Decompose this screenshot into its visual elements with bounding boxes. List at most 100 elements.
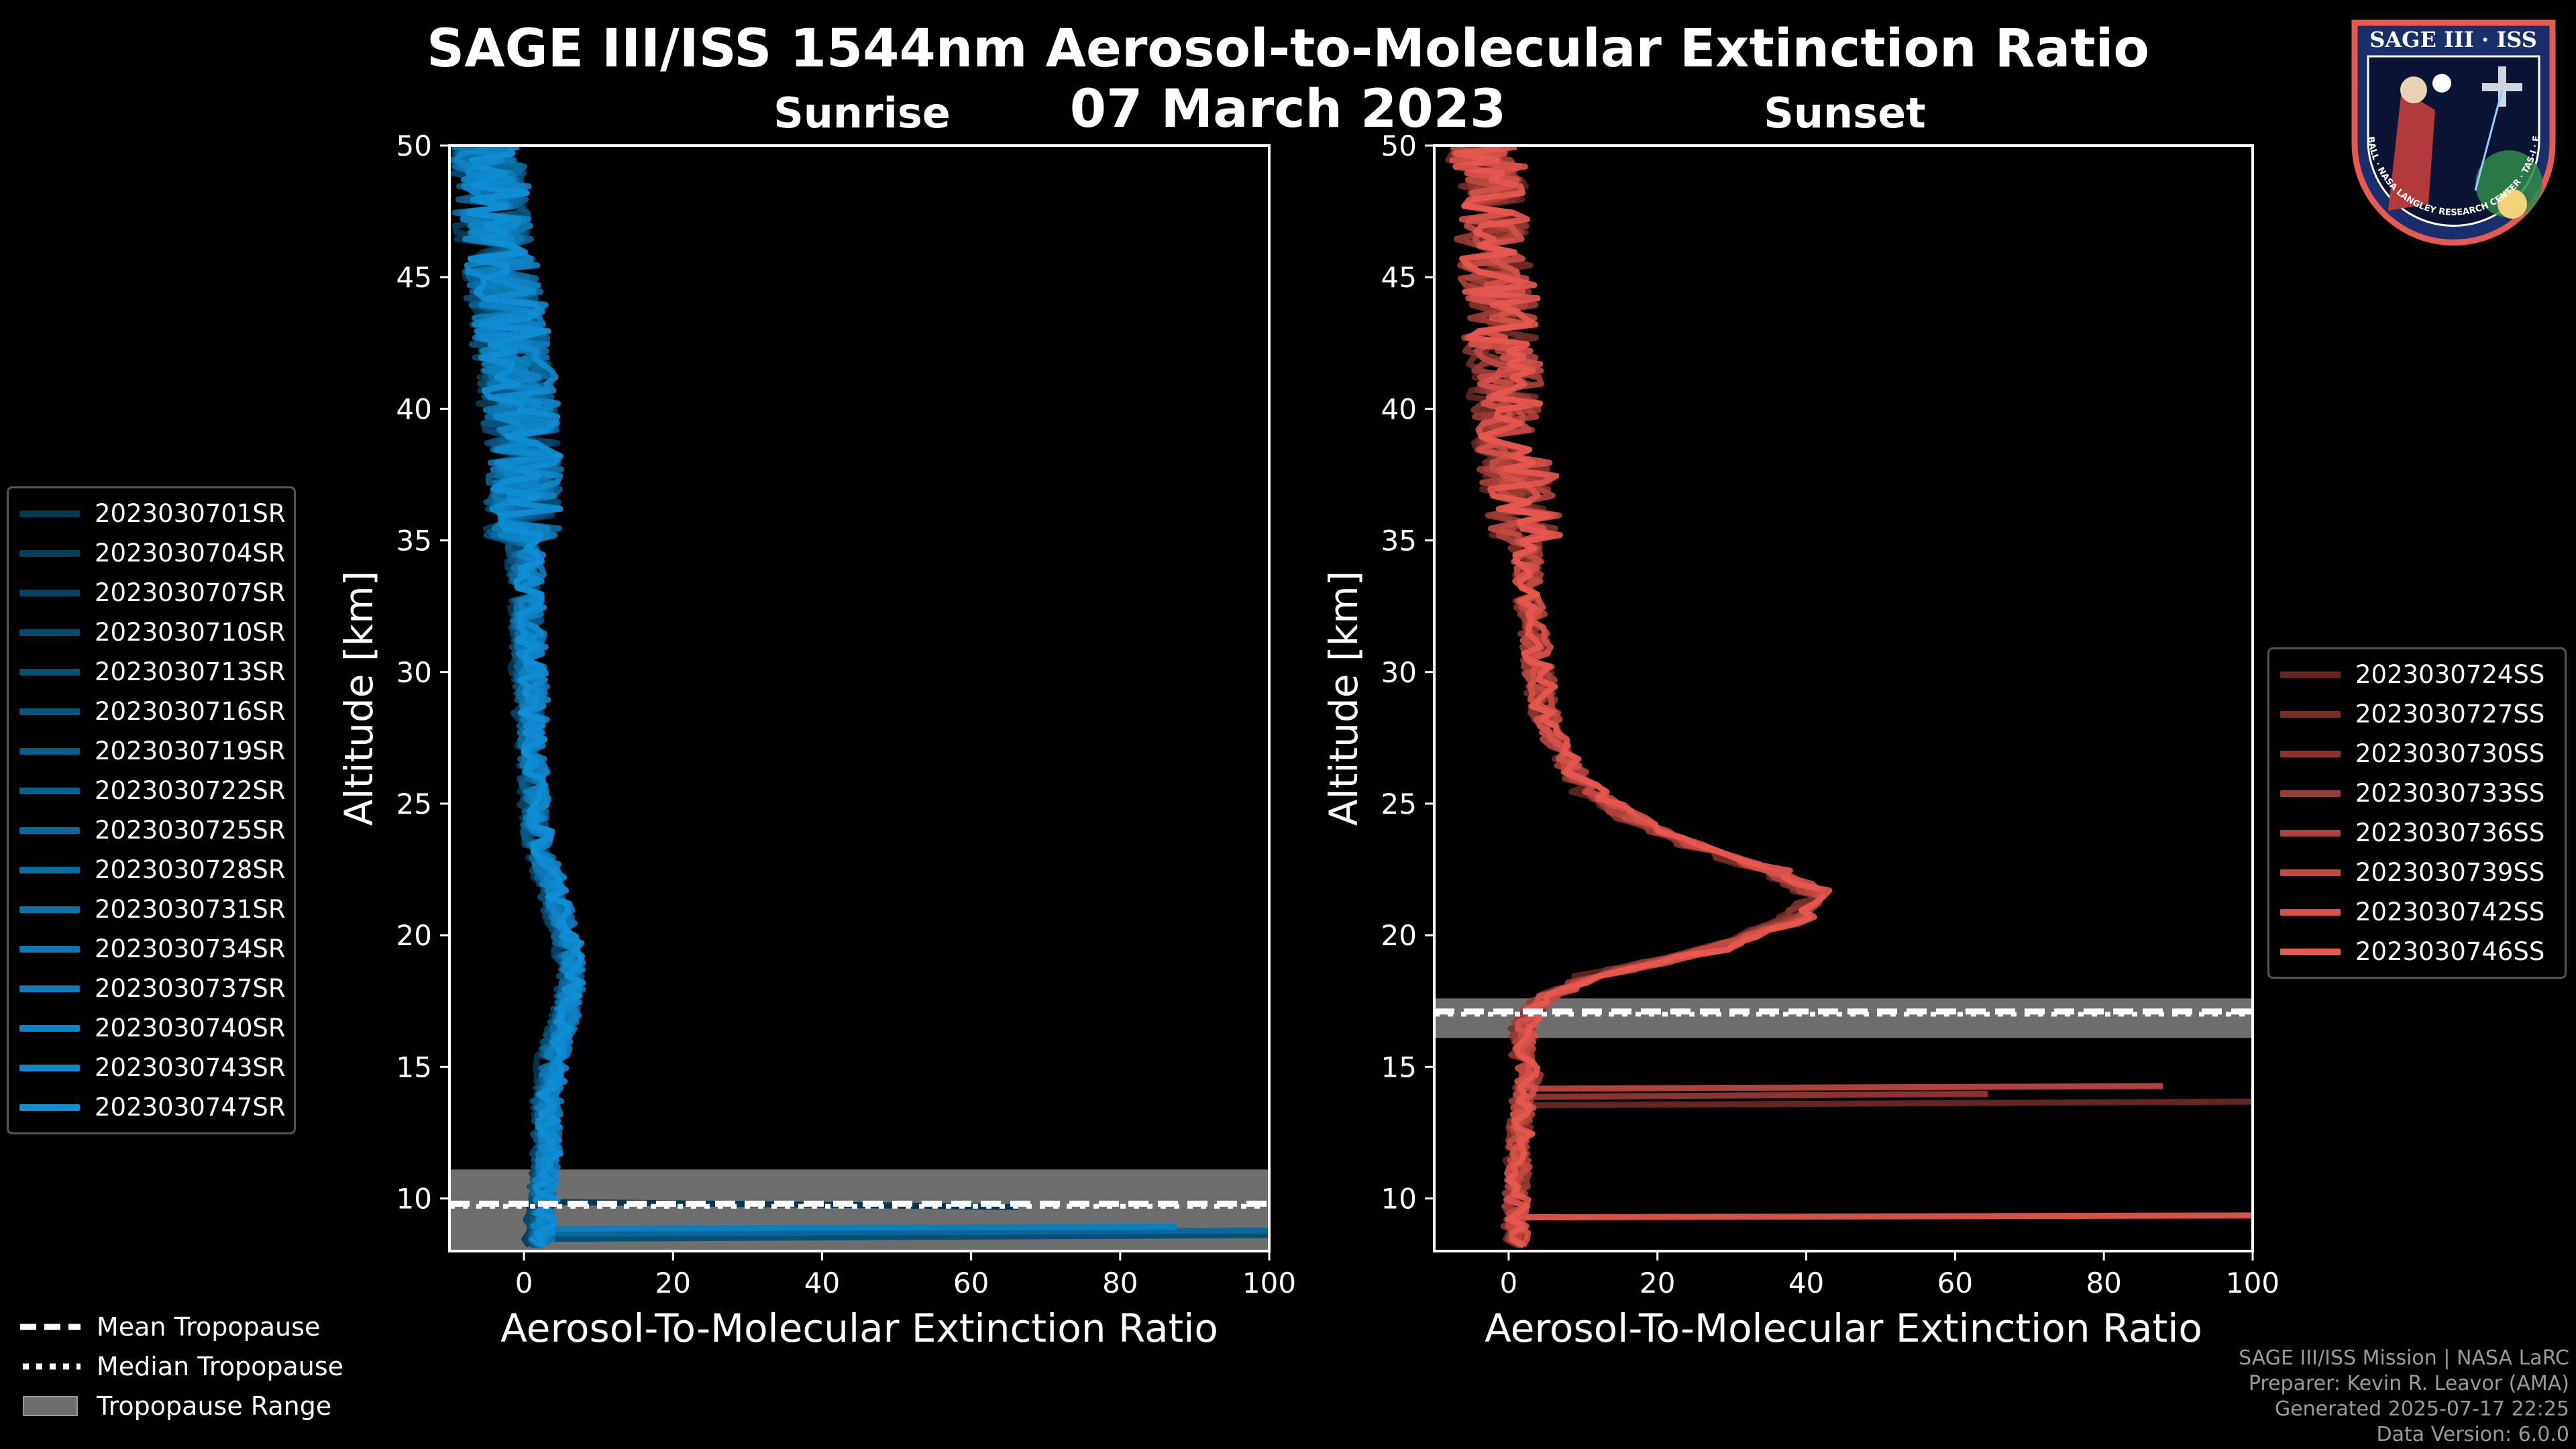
sunset-xtick-label: 20 [1640,1267,1675,1299]
legend-swatch [19,787,80,794]
sunrise-ytick-label: 10 [396,1183,432,1216]
legend-label: 2023030725SR [95,816,286,845]
profile-artifact-2023030724SS [1523,1098,2253,1109]
legend-median-label: Median Tropopause [97,1351,343,1381]
legend-label: 2023030701SR [95,499,286,528]
sunrise-ytick-label: 45 [396,261,432,294]
sunrise-xtick-label: 40 [804,1267,840,1299]
sunrise-ytick-label: 30 [396,656,432,689]
legend-swatch [2280,790,2341,797]
sunrise-plot: 0 20 40 60 80 100 10 15 20 25 30 35 40 45 50 Aerosol-To… [336,129,1296,1351]
legend-swatch [19,945,80,953]
dashed-line-icon [20,1324,80,1330]
legend-item-2023030716SR: 2023030716SR [9,692,294,731]
legend-item-2023030747SR: 2023030747SR [9,1087,294,1127]
legend-item-2023030731SR: 2023030731SR [9,890,294,929]
legend-swatch [19,708,80,715]
dotted-line-icon [23,1363,80,1369]
figure-date: 07 March 2023 [1069,79,1507,140]
legend-label: 2023030716SR [95,697,286,726]
legend-mean-tropopause: Mean Tropopause [20,1307,343,1346]
sunset-legend: 2023030724SS 2023030727SS 2023030730SS 2023… [2267,647,2567,979]
legend-swatch [19,906,80,913]
profile-2023030747SR [467,146,586,1247]
legend-swatch [19,589,80,596]
legend-label: 2023030728SR [95,855,286,884]
legend-item-2023030733SS: 2023030733SS [2269,773,2565,813]
legend-item-2023030740SR: 2023030740SR [9,1008,294,1048]
legend-swatch [2280,948,2341,955]
sunrise-ytick-label: 25 [396,788,432,820]
legend-label: 2023030739SS [2355,858,2545,887]
sunset-ytick-label: 15 [1381,1051,1417,1083]
legend-label: 2023030710SR [95,618,286,647]
legend-label: 2023030704SR [95,539,286,568]
sunrise-xtick-label: 20 [655,1267,691,1299]
legend-item-2023030739SS: 2023030739SS [2269,853,2565,892]
legend-swatch [19,629,80,636]
sunset-ytick-label: 40 [1381,392,1417,425]
sunset-panel-title: Sunset [1764,89,1926,138]
legend-swatch [19,1064,80,1071]
legend-label: 2023030733SS [2355,779,2545,808]
sunset-ytick-label: 30 [1381,656,1417,689]
sunset-ytick-label: 25 [1381,788,1417,820]
sunrise-xtick-label: 80 [1102,1267,1138,1299]
profile-2023030746SS [1452,146,1833,1249]
profile-artifact-2023030742SS [1523,1212,2253,1221]
legend-label: 2023030743SR [95,1053,286,1082]
legend-item-2023030710SR: 2023030710SR [9,612,294,652]
legend-item-2023030746SS: 2023030746SS [2269,932,2565,971]
legend-swatch [19,985,80,992]
legend-label: 2023030722SR [95,776,286,805]
legend-item-2023030742SS: 2023030742SS [2269,892,2565,932]
svg-text:SAGE III · ISS: SAGE III · ISS [2369,27,2537,52]
sunset-xtick-label: 40 [1788,1267,1824,1299]
sunrise-xtick-label: 0 [515,1267,533,1299]
sunset-xtick-label: 0 [1500,1267,1518,1299]
sunset-ytick-label: 10 [1381,1183,1417,1216]
legend-item-2023030704SR: 2023030704SR [9,533,294,573]
sunset-xtick-label: 60 [1937,1267,1973,1299]
legend-label: 2023030742SS [2355,898,2545,926]
legend-label: 2023030707SR [95,578,286,607]
sunset-x-axis-label: Aerosol-To-Molecular Extinction Ratio [1485,1305,2202,1351]
sunrise-ytick-label: 20 [396,919,432,952]
legend-label: 2023030730SS [2355,739,2545,768]
legend-swatch [19,1104,80,1111]
legend-label: 2023030713SR [95,657,286,686]
sunset-ytick-label: 20 [1381,919,1417,952]
legend-label: 2023030746SS [2355,937,2545,966]
legend-item-2023030736SS: 2023030736SS [2269,813,2565,853]
sunset-ytick-label: 35 [1381,525,1417,557]
legend-item-2023030728SR: 2023030728SR [9,850,294,890]
legend-label: 2023030719SR [95,737,286,765]
legend-swatch [19,866,80,873]
sunset-tropopause-range [1434,998,2253,1038]
sunrise-ytick-label: 35 [396,525,432,557]
legend-swatch [2280,710,2341,718]
legend-item-2023030719SR: 2023030719SR [9,731,294,771]
legend-swatch [2280,671,2341,678]
sunset-plot: 0 20 40 60 80 100 10 15 20 25 30 35 40 45 50 Aerosol-To… [1321,129,2279,1351]
legend-label: 2023030734SR [95,934,286,963]
footer-credits: SAGE III/ISS Mission | NASA LaRC Prepare… [2239,1346,2569,1448]
legend-swatch [19,510,80,517]
sunrise-ytick-label: 40 [396,392,432,425]
profile-artifact-2023030737SR [539,1223,1177,1232]
sunrise-y-axis-label: Altitude [km] [336,571,382,826]
sunset-xtick-label: 80 [2086,1267,2121,1299]
legend-label: 2023030737SR [95,974,286,1003]
sunrise-ytick-label: 50 [396,129,432,162]
legend-label: 2023030727SS [2355,700,2545,729]
sunrise-plot-area [449,146,1269,1251]
sunrise-x-axis-label: Aerosol-To-Molecular Extinction Ratio [500,1305,1218,1351]
legend-label: 2023030731SR [95,895,286,924]
sunrise-xtick-label: 100 [1242,1267,1296,1299]
legend-label: 2023030747SR [95,1093,286,1122]
legend-item-2023030724SS: 2023030724SS [2269,655,2565,694]
sunrise-panel-title: Sunrise [773,89,951,138]
legend-mean-label: Mean Tropopause [97,1311,321,1342]
sunset-ytick-label: 45 [1381,261,1417,294]
